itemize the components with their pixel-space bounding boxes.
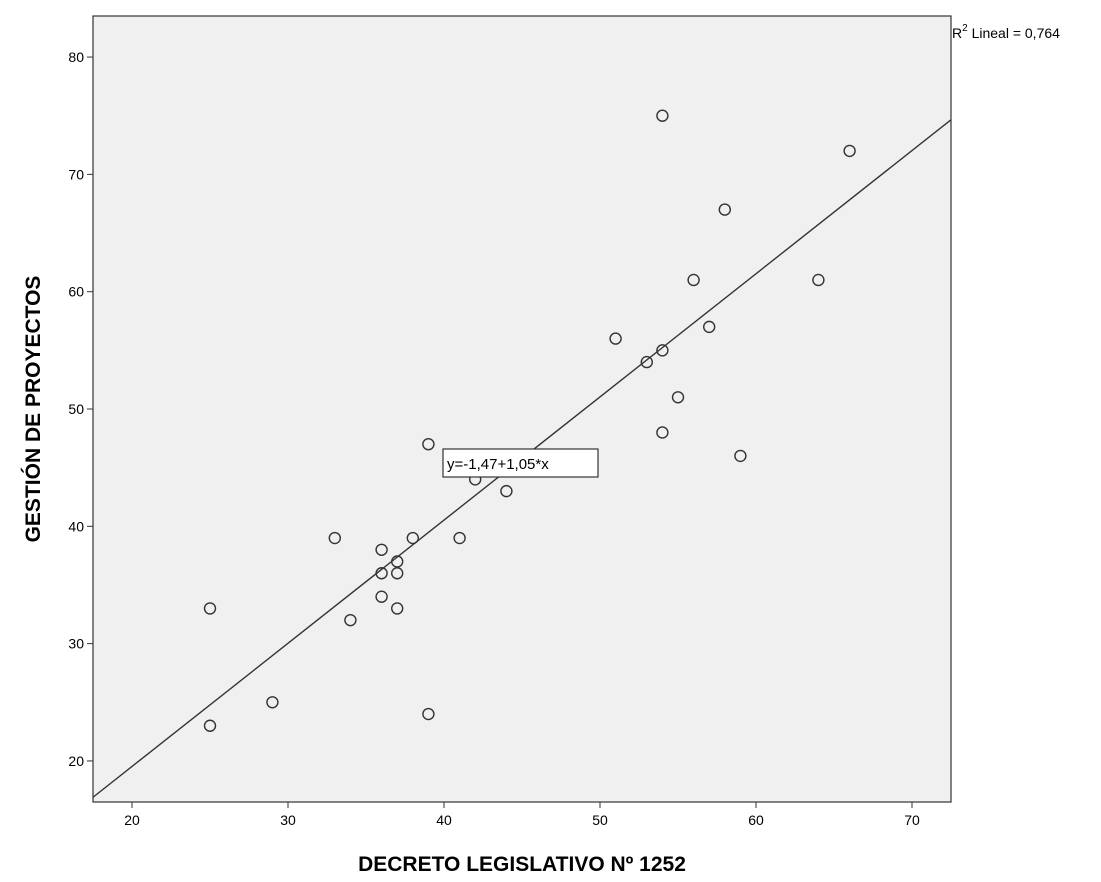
- r-squared-prefix: R: [952, 25, 962, 41]
- x-tick-label: 70: [904, 812, 920, 828]
- y-tick-label: 20: [68, 753, 84, 769]
- data-point: [656, 426, 669, 439]
- data-point: [391, 602, 404, 615]
- data-point: [391, 567, 404, 580]
- data-point: [203, 719, 217, 732]
- data-point: [266, 696, 279, 709]
- tick-layer: 20 30 40 50 60 70 20 30 40 50 60 70 80: [68, 49, 920, 828]
- data-point: [656, 109, 669, 122]
- equation-box: y=-1,47+1,05*x: [442, 448, 599, 478]
- x-tick-label: 50: [592, 812, 608, 828]
- data-point: [422, 707, 435, 721]
- data-point: [344, 613, 357, 627]
- point-layer: [203, 109, 856, 732]
- data-point: [843, 144, 856, 158]
- x-tick-label: 40: [436, 812, 452, 828]
- data-point: [718, 203, 731, 216]
- data-point: [422, 437, 435, 451]
- data-point: [453, 531, 466, 545]
- y-tick-label: 40: [68, 518, 84, 534]
- plot-area: [92, 15, 952, 803]
- data-point: [375, 543, 388, 556]
- x-axis-title: DECRETO LEGISLATIVO Nº 1252: [358, 853, 686, 876]
- data-point: [640, 355, 653, 369]
- data-point: [812, 273, 825, 287]
- y-tick-label: 60: [68, 284, 84, 300]
- data-point: [609, 332, 622, 345]
- data-point: [391, 555, 404, 568]
- y-tick-label: 30: [68, 636, 84, 652]
- r-squared-value: Lineal = 0,764: [968, 25, 1060, 41]
- data-point: [671, 391, 685, 404]
- data-point: [656, 344, 669, 357]
- data-point: [500, 484, 513, 498]
- data-point: [406, 531, 419, 545]
- data-point: [328, 531, 341, 545]
- y-tick-label: 80: [68, 49, 84, 65]
- r-squared-label: R2 Lineal = 0,764: [952, 23, 1060, 41]
- data-point: [375, 567, 388, 580]
- data-point: [687, 273, 700, 287]
- data-point: [703, 320, 716, 334]
- equation-label: y=-1,47+1,05*x: [447, 456, 549, 473]
- y-tick-label: 50: [68, 401, 84, 417]
- data-point: [734, 449, 747, 463]
- x-tick-label: 60: [748, 812, 764, 828]
- x-tick-label: 30: [280, 812, 296, 828]
- y-axis-title: GESTIÓN DE PROYECTOS: [21, 276, 45, 543]
- y-tick-label: 70: [68, 166, 84, 182]
- x-tick-label: 20: [124, 812, 140, 828]
- r-squared-superscript: 2: [962, 23, 968, 34]
- data-point: [375, 590, 388, 603]
- data-point: [203, 602, 217, 615]
